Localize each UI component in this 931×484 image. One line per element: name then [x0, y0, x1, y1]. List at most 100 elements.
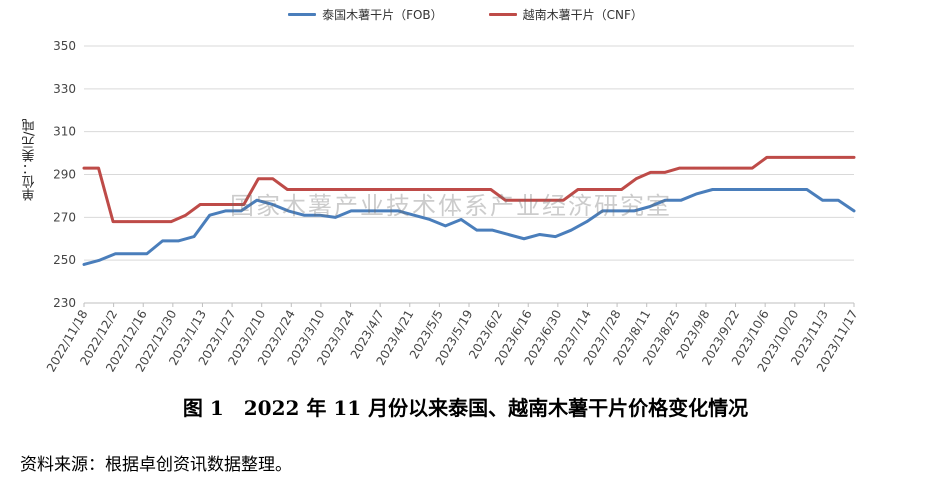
data-point-thailand	[774, 188, 777, 191]
data-point-vietnam	[184, 213, 187, 217]
data-point-thailand	[302, 213, 306, 217]
y-axis-label: 单位：美元/吨	[22, 118, 38, 202]
y-tick-label: 350	[53, 39, 76, 53]
data-point-vietnam	[373, 188, 376, 191]
data-point-thailand	[177, 239, 180, 243]
data-point-thailand	[789, 188, 793, 191]
y-tick-label: 270	[53, 210, 76, 224]
data-point-vietnam	[533, 199, 536, 202]
series-line-thailand	[82, 187, 856, 266]
series-line-vietnam	[82, 155, 856, 224]
legend-item-thailand: 泰国木薯干片（FOB）	[288, 6, 443, 23]
data-point-vietnam	[707, 166, 710, 170]
watermark-text: 国家木薯产业技术体系产业经济研究室	[230, 192, 672, 220]
data-point-thailand	[711, 188, 714, 191]
data-point-vietnam	[199, 203, 202, 206]
data-point-thailand	[114, 252, 117, 255]
y-tick-label: 310	[53, 125, 76, 139]
data-point-thailand	[82, 263, 86, 266]
data-point-thailand	[318, 213, 321, 217]
data-point-thailand	[287, 209, 290, 213]
legend-swatch-thailand	[288, 13, 317, 16]
data-point-vietnam	[140, 220, 144, 223]
figure-caption: 图 1 2022 年 11 月份以来泰国、越南木薯干片价格变化情况	[182, 396, 749, 420]
data-point-thailand	[349, 209, 353, 213]
data-point-vietnam	[794, 156, 798, 159]
data-source-note: 资料来源：根据卓创资讯数据整理。	[20, 455, 292, 475]
data-point-vietnam	[823, 156, 827, 159]
data-point-vietnam	[431, 188, 434, 191]
data-point-vietnam	[460, 188, 463, 191]
data-point-thailand	[601, 209, 604, 213]
data-point-vietnam	[402, 188, 405, 191]
data-point-vietnam	[82, 166, 86, 170]
data-point-vietnam	[765, 156, 769, 159]
data-point-vietnam	[300, 188, 304, 191]
data-point-thailand	[334, 216, 337, 219]
data-point-vietnam	[591, 188, 594, 191]
data-point-vietnam	[257, 177, 260, 180]
data-point-vietnam	[169, 220, 173, 223]
data-point-thailand	[397, 209, 400, 213]
data-point-vietnam	[678, 166, 681, 170]
legend-item-vietnam: 越南木薯干片（CNF）	[488, 6, 643, 23]
data-point-thailand	[129, 252, 133, 255]
data-point-thailand	[475, 228, 479, 232]
data-point-thailand	[145, 252, 149, 255]
data-point-thailand	[821, 199, 824, 202]
data-point-vietnam	[663, 171, 667, 174]
data-point-thailand	[852, 209, 856, 213]
data-point-vietnam	[605, 188, 609, 191]
line-chart: 2302502702903103303502022/11/182022/12/2…	[44, 39, 861, 374]
data-point-vietnam	[416, 188, 420, 191]
data-point-vietnam	[271, 177, 275, 180]
data-point-thailand	[208, 213, 211, 217]
data-point-thailand	[239, 209, 243, 213]
data-point-vietnam	[329, 188, 333, 191]
y-tick-label: 290	[53, 168, 76, 182]
data-point-vietnam	[518, 199, 522, 202]
data-point-vietnam	[315, 188, 318, 191]
data-point-thailand	[632, 209, 636, 213]
data-point-vietnam	[547, 199, 551, 202]
chart-area: 230 250 270 290 310 330 350 2022/11/18 2022/12/2…	[0, 6, 931, 374]
data-point-thailand	[444, 224, 447, 228]
data-point-vietnam	[576, 188, 580, 191]
data-point-thailand	[805, 188, 809, 191]
y-tick-label: 250	[53, 253, 76, 267]
data-point-thailand	[192, 235, 196, 238]
data-point-thailand	[224, 209, 227, 213]
data-point-vietnam	[722, 166, 725, 170]
data-point-thailand	[664, 199, 667, 202]
data-point-vietnam	[228, 203, 231, 206]
data-point-vietnam	[809, 156, 812, 159]
data-point-thailand	[648, 205, 651, 208]
data-point-vietnam	[504, 199, 507, 202]
data-point-thailand	[617, 209, 620, 213]
data-point-thailand	[491, 228, 494, 232]
data-point-vietnam	[489, 188, 492, 191]
legend-label-vietnam: 越南木薯干片（CNF）	[522, 8, 643, 22]
data-point-vietnam	[387, 188, 391, 191]
data-point-vietnam	[780, 156, 783, 159]
data-point-vietnam	[126, 220, 129, 223]
data-point-thailand	[538, 233, 541, 236]
legend: 泰国木薯干片（FOB） 越南木薯干片（CNF）	[0, 6, 931, 23]
data-point-vietnam	[634, 177, 638, 180]
data-point-vietnam	[475, 188, 478, 191]
data-point-vietnam	[852, 156, 856, 159]
y-tick-label: 230	[53, 296, 76, 310]
data-point-vietnam	[344, 188, 347, 191]
data-point-vietnam	[736, 166, 739, 170]
data-point-thailand	[679, 199, 683, 202]
legend-label-thailand: 泰国木薯干片（FOB）	[322, 8, 443, 22]
data-point-thailand	[381, 209, 384, 213]
data-point-vietnam	[213, 203, 216, 206]
data-point-thailand	[585, 220, 589, 223]
data-point-thailand	[98, 258, 101, 262]
data-point-vietnam	[446, 188, 449, 191]
data-point-thailand	[412, 213, 416, 217]
data-point-vietnam	[838, 156, 841, 159]
data-point-thailand	[365, 209, 369, 213]
data-point-vietnam	[649, 171, 652, 174]
